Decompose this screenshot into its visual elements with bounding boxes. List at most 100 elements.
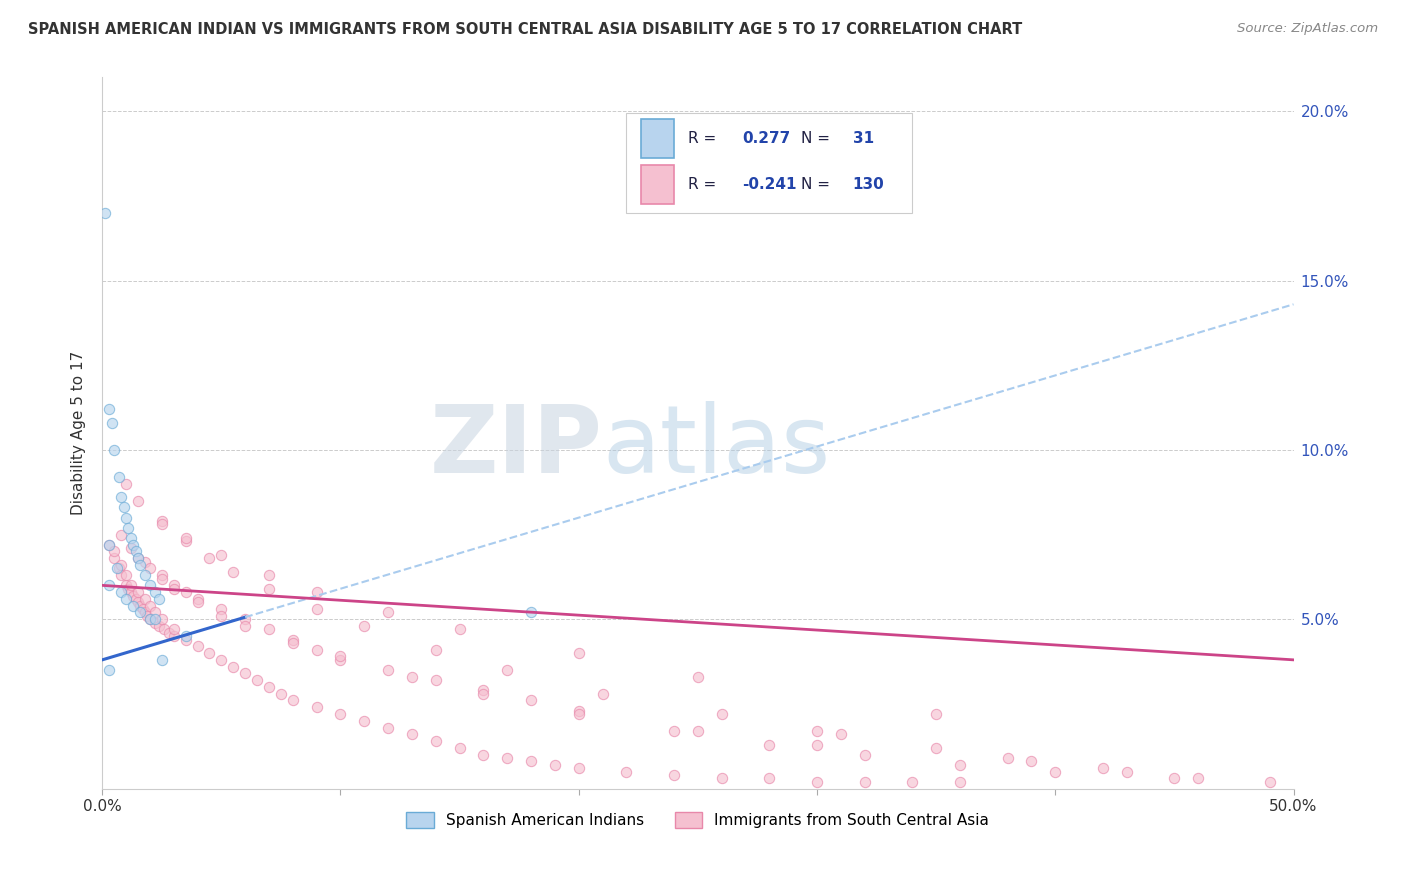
Point — [270, 687, 292, 701]
Point — [148, 591, 170, 606]
Point — [150, 653, 173, 667]
Point — [329, 706, 352, 721]
Point — [329, 649, 352, 664]
Text: N =: N = — [801, 177, 835, 192]
Point — [616, 764, 638, 779]
Point — [568, 704, 591, 718]
Point — [1021, 755, 1043, 769]
Point — [163, 582, 186, 596]
Point — [110, 558, 132, 572]
Point — [143, 606, 166, 620]
Point — [117, 582, 139, 596]
Point — [305, 602, 328, 616]
Point — [1115, 764, 1137, 779]
Text: 0.277: 0.277 — [742, 131, 790, 145]
Point — [174, 632, 197, 647]
Point — [425, 642, 447, 657]
Point — [115, 591, 138, 606]
Point — [925, 740, 948, 755]
Point — [129, 558, 152, 572]
Point — [830, 727, 852, 741]
Point — [198, 551, 221, 566]
Point — [150, 572, 173, 586]
Point — [209, 653, 232, 667]
Point — [134, 606, 156, 620]
Point — [568, 706, 591, 721]
Point — [233, 619, 256, 633]
Point — [174, 585, 197, 599]
Point — [110, 491, 132, 505]
Point — [115, 568, 138, 582]
Point — [758, 772, 780, 786]
Point — [1258, 774, 1281, 789]
Point — [209, 548, 232, 562]
Point — [758, 738, 780, 752]
Point — [568, 646, 591, 660]
Point — [209, 608, 232, 623]
Point — [377, 663, 399, 677]
Point — [174, 629, 197, 643]
Point — [1187, 772, 1209, 786]
Point — [163, 623, 186, 637]
Point — [132, 602, 155, 616]
Point — [472, 747, 495, 762]
FancyBboxPatch shape — [641, 165, 673, 204]
Point — [449, 740, 471, 755]
Point — [710, 772, 733, 786]
Point — [153, 623, 176, 637]
Point — [134, 555, 156, 569]
Point — [139, 612, 162, 626]
Point — [103, 442, 125, 457]
Point — [710, 706, 733, 721]
Point — [174, 534, 197, 549]
Point — [377, 721, 399, 735]
Point — [127, 585, 149, 599]
Point — [108, 561, 131, 575]
Point — [377, 606, 399, 620]
Point — [127, 595, 149, 609]
Point — [401, 727, 423, 741]
Point — [129, 599, 152, 613]
Point — [110, 568, 132, 582]
Point — [103, 551, 125, 566]
Point — [98, 538, 121, 552]
Point — [520, 693, 543, 707]
Point — [257, 623, 280, 637]
Point — [472, 683, 495, 698]
Point — [246, 673, 269, 688]
Point — [98, 578, 121, 592]
Point — [806, 774, 828, 789]
Point — [520, 606, 543, 620]
Point — [401, 670, 423, 684]
Point — [853, 747, 876, 762]
Point — [281, 632, 304, 647]
Point — [127, 551, 149, 566]
Point — [209, 602, 232, 616]
Point — [143, 612, 166, 626]
Point — [305, 700, 328, 714]
Point — [257, 568, 280, 582]
Point — [1163, 772, 1185, 786]
Point — [592, 687, 614, 701]
Point — [1091, 761, 1114, 775]
Point — [174, 531, 197, 545]
Point — [148, 619, 170, 633]
Point — [520, 755, 543, 769]
Point — [122, 589, 145, 603]
Point — [139, 561, 162, 575]
Point — [98, 402, 121, 417]
Point — [568, 761, 591, 775]
Point — [120, 541, 142, 555]
Point — [925, 706, 948, 721]
Point — [353, 714, 375, 728]
Point — [115, 476, 138, 491]
Point — [134, 591, 156, 606]
Text: Source: ZipAtlas.com: Source: ZipAtlas.com — [1237, 22, 1378, 36]
Point — [257, 582, 280, 596]
Point — [257, 680, 280, 694]
Point — [686, 670, 709, 684]
Point — [117, 521, 139, 535]
Text: 31: 31 — [852, 131, 875, 145]
Point — [127, 493, 149, 508]
Point — [136, 608, 159, 623]
